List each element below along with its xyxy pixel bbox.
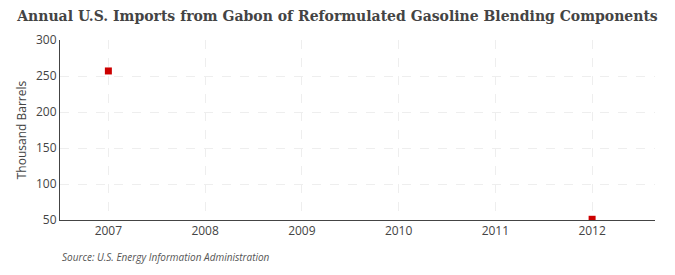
svg-text:Source: U.S. Energy Informatio: Source: U.S. Energy Information Administ… bbox=[62, 250, 270, 264]
svg-text:2007: 2007 bbox=[95, 222, 123, 239]
svg-text:150: 150 bbox=[36, 139, 57, 156]
svg-text:50: 50 bbox=[43, 211, 57, 228]
svg-text:300: 300 bbox=[36, 31, 57, 48]
svg-text:2012: 2012 bbox=[578, 222, 606, 239]
svg-text:250: 250 bbox=[36, 67, 57, 84]
svg-text:100: 100 bbox=[36, 175, 57, 192]
svg-text:200: 200 bbox=[36, 103, 57, 120]
svg-text:2008: 2008 bbox=[191, 222, 219, 239]
svg-text:2011: 2011 bbox=[482, 222, 509, 239]
svg-text:2009: 2009 bbox=[288, 222, 316, 239]
svg-text:Thousand Barrels: Thousand Barrels bbox=[13, 80, 30, 179]
svg-text:Annual U.S. Imports from Gabon: Annual U.S. Imports from Gabon of Reform… bbox=[16, 8, 658, 24]
svg-text:2010: 2010 bbox=[385, 222, 413, 239]
